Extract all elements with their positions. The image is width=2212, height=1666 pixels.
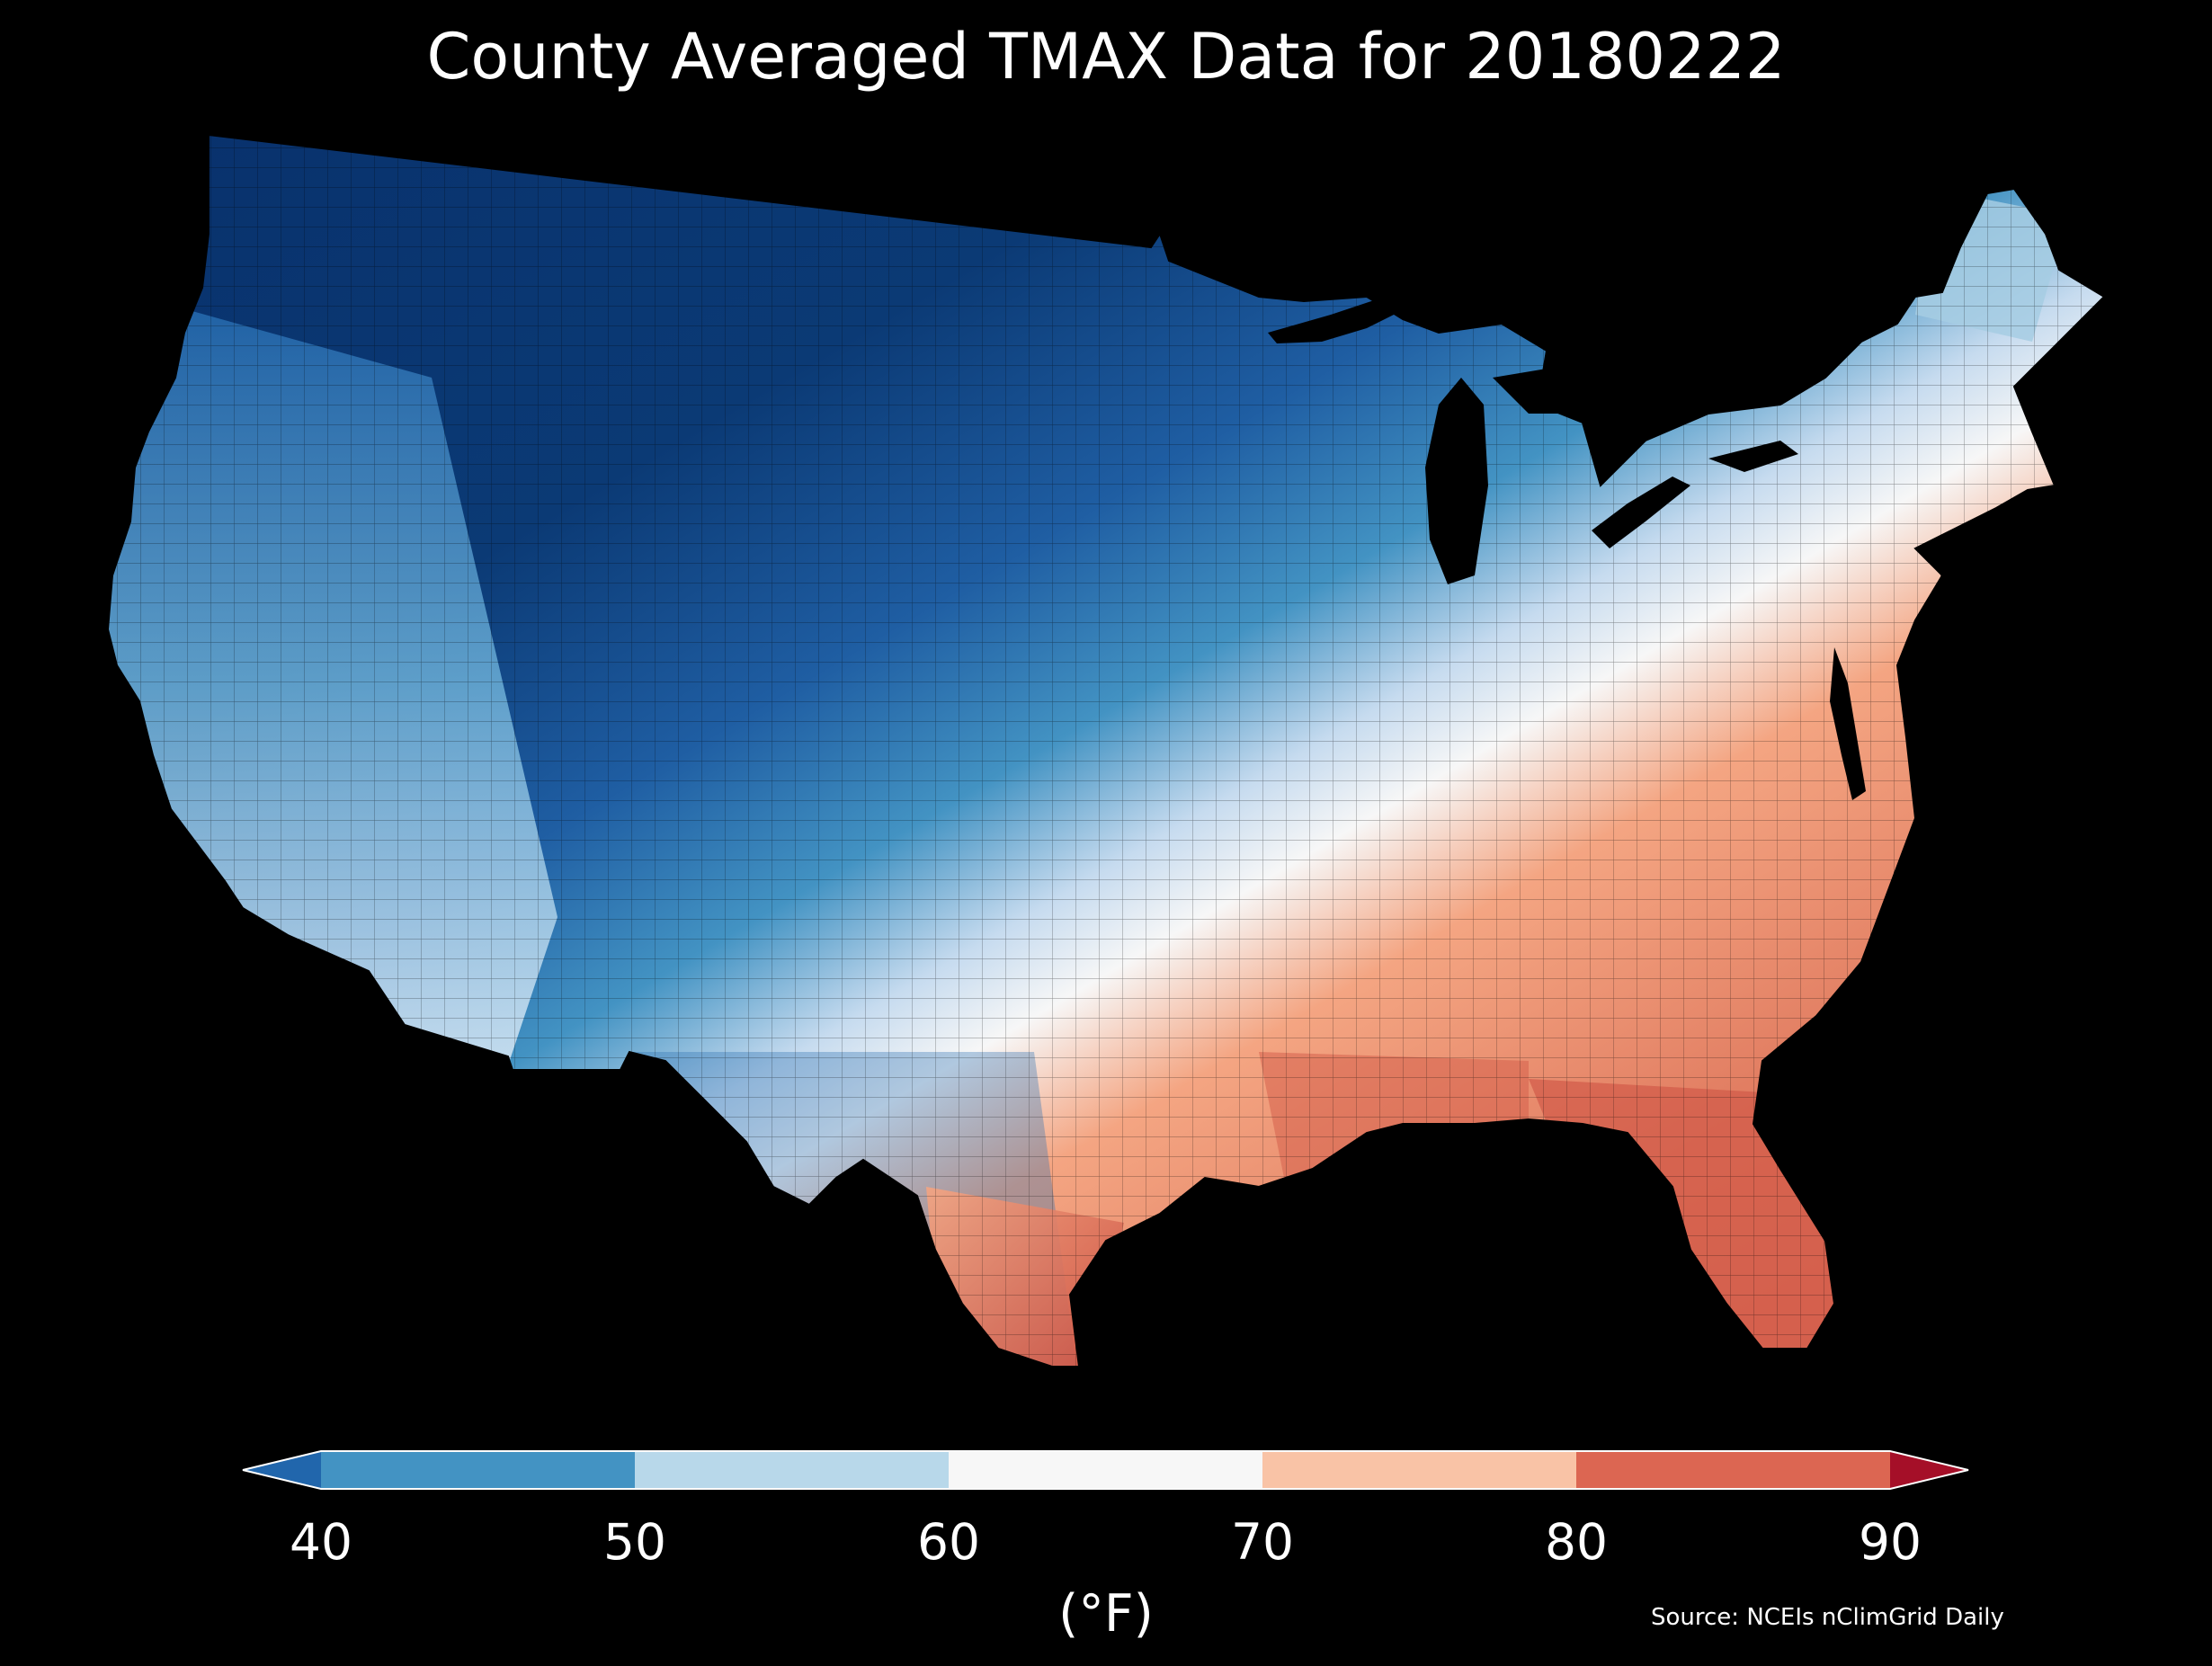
source-credit: Source: NCEIs nClimGrid Daily <box>1651 1604 2004 1631</box>
map-title: County Averaged TMAX Data for 20180222 <box>426 20 1786 94</box>
colorbar-tick-60: 60 <box>917 1513 980 1571</box>
colorbar-tick-80: 80 <box>1545 1513 1608 1571</box>
colorbar-bin-80-90 <box>1576 1451 1890 1489</box>
chesapeake-bay <box>1830 647 1866 800</box>
colorbar-bin-40-50 <box>321 1451 635 1489</box>
us-map-svg <box>107 134 2105 1368</box>
colorbar-bin-50-60 <box>635 1451 949 1489</box>
colorbar-tick-70: 70 <box>1231 1513 1294 1571</box>
colorbar-frame <box>242 1450 1969 1490</box>
colorbar-tick-40: 40 <box>290 1513 352 1571</box>
great-lakes <box>1268 297 1798 584</box>
colorbar-tick-50: 50 <box>603 1513 666 1571</box>
county-fill-layer <box>108 135 2104 1367</box>
colorbar-svg <box>242 1450 1969 1490</box>
colorbar-bin-60-70 <box>949 1451 1262 1489</box>
us-county-map <box>0 108 2212 1421</box>
colorbar-bin-70-80 <box>1262 1451 1576 1489</box>
colorbar-unit-label: (°F) <box>1058 1584 1154 1644</box>
colorbar-extend-low <box>243 1451 321 1489</box>
colorbar-tick-90: 90 <box>1859 1513 1922 1571</box>
colorbar-extend-high <box>1890 1451 1968 1489</box>
colorbar <box>234 1439 1978 1501</box>
